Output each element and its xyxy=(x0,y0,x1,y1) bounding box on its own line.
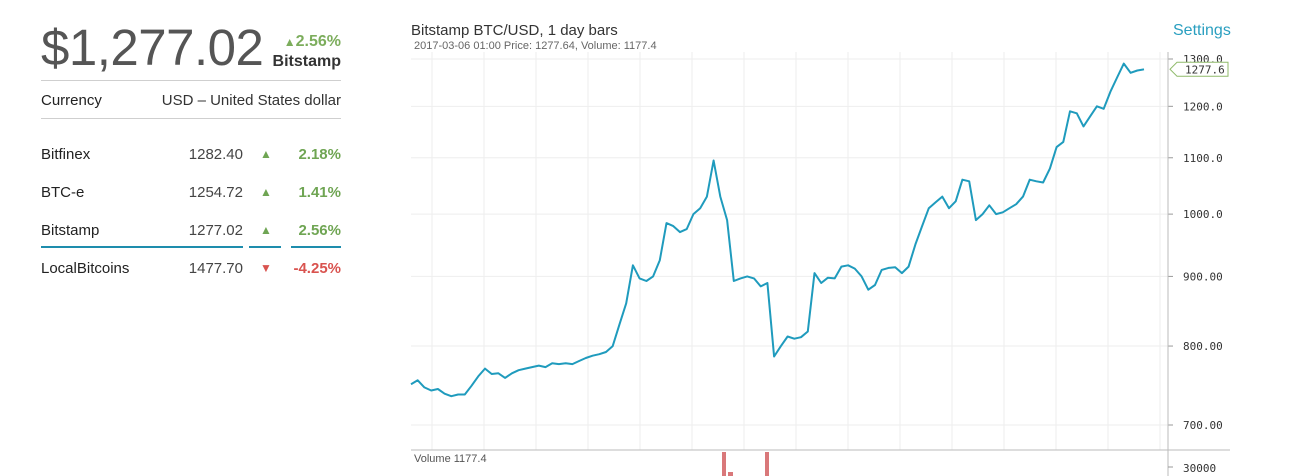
current-price-tag xyxy=(1169,61,1229,77)
selection-underline xyxy=(41,246,243,248)
y-tick-label: 900.00 xyxy=(1183,270,1223,283)
currency-select[interactable]: USD – United States dollar xyxy=(161,92,341,109)
exchange-name: BTC-e xyxy=(41,184,85,201)
divider xyxy=(41,80,341,81)
exchange-name: Bitfinex xyxy=(41,146,91,163)
price-change-value: 2.56% xyxy=(295,33,341,50)
exchange-name: LocalBitcoins xyxy=(41,260,130,277)
exchange-change: 2.56% xyxy=(298,222,341,239)
y-tick-label: 700.00 xyxy=(1183,419,1223,432)
exchange-price: 1277.02 xyxy=(188,222,243,239)
exchange-price: 1477.70 xyxy=(188,260,243,277)
y-tick-label: 1200.0 xyxy=(1183,100,1223,113)
up-arrow-icon: ▲ xyxy=(283,35,296,49)
selection-underline xyxy=(291,246,341,248)
down-arrow-icon: ▼ xyxy=(260,261,272,275)
selection-underline xyxy=(249,246,281,248)
exchange-change: -4.25% xyxy=(293,260,341,277)
selected-exchange: Bitstamp xyxy=(272,53,341,70)
settings-link[interactable]: Settings xyxy=(1173,22,1231,39)
exchange-row-bitstamp[interactable]: Bitstamp 1277.02 ▲ 2.56% xyxy=(41,222,341,248)
exchange-price: 1282.40 xyxy=(188,146,243,163)
divider xyxy=(41,118,341,119)
price-change: ▲2.56% xyxy=(284,33,341,51)
ticker-panel: $1,277.02 ▲2.56% Bitstamp Currency USD –… xyxy=(41,0,341,476)
current-price-tag-label: 1277.6 xyxy=(1185,63,1225,76)
exchange-row-localbitcoins[interactable]: LocalBitcoins 1477.70 ▼ -4.25% xyxy=(41,260,341,284)
up-arrow-icon: ▲ xyxy=(260,185,272,199)
chart-title: Bitstamp BTC/USD, 1 day bars xyxy=(411,22,618,39)
y-tick-label: 800.00 xyxy=(1183,340,1223,353)
volume-bar xyxy=(728,472,733,476)
volume-bar xyxy=(765,452,769,476)
chart-subtitle: 2017-03-06 01:00 Price: 1277.64, Volume:… xyxy=(414,40,657,52)
y-tick-label: 1100.0 xyxy=(1183,152,1223,165)
exchange-name: Bitstamp xyxy=(41,222,100,239)
volume-tick-label: 30000 xyxy=(1183,462,1216,475)
currency-label: Currency xyxy=(41,92,102,109)
price-line xyxy=(410,62,1145,398)
exchange-price: 1254.72 xyxy=(188,184,243,201)
y-tick-label: 1000.0 xyxy=(1183,208,1223,221)
up-arrow-icon: ▲ xyxy=(260,147,272,161)
exchange-change: 2.18% xyxy=(298,146,341,163)
exchange-row-btc-e[interactable]: BTC-e 1254.72 ▲ 1.41% xyxy=(41,184,341,208)
exchange-change: 1.41% xyxy=(298,184,341,201)
exchange-row-bitfinex[interactable]: Bitfinex 1282.40 ▲ 2.18% xyxy=(41,146,341,170)
up-arrow-icon: ▲ xyxy=(260,223,272,237)
volume-bar xyxy=(722,452,726,476)
volume-label: Volume 1177.4 xyxy=(414,453,487,465)
current-price: $1,277.02 xyxy=(41,19,264,76)
